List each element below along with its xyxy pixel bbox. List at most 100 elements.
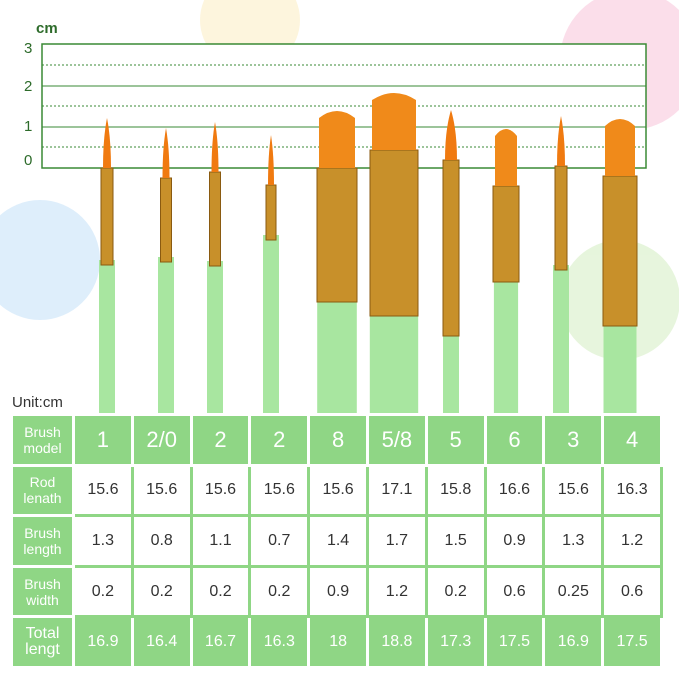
table-cell: 0.6 [483,564,546,619]
table-cell: 0.25 [542,564,605,619]
table-cell: 17.1 [365,463,428,518]
brush-tip [162,128,170,178]
table-cell: 17.5 [601,615,663,669]
table-cell: 3 [542,413,605,467]
brush-tip [495,129,517,186]
table-row: Total lengt 16.9 16.4 16.7 16.3 18 18.8 17.3 17.… [10,615,663,669]
brush-handle [207,261,223,415]
table-cell: 1.1 [189,514,252,568]
table-cell: 1.3 [542,514,605,568]
table-cell: 1.2 [601,514,663,568]
ruler-label: 0 [24,152,33,169]
brush-handle [553,265,569,415]
table-cell: 17.3 [424,615,487,669]
brush-handle [317,297,357,415]
table-row: Brush width 0.2 0.2 0.2 0.2 0.9 1.2 0.2 0.6 0.25 0… [10,564,663,619]
table-cell: 5/8 [365,413,428,467]
brush-handle [99,260,115,415]
brush-ferrule [100,167,114,266]
row-header: Total lengt [10,615,75,669]
table-cell: 16.4 [130,615,193,669]
ruler-unit: cm [36,20,58,37]
brush-ferrule [316,167,358,303]
table-cell: 1.2 [365,564,428,619]
table-cell: 2 [248,413,311,467]
table-cell: 17.5 [483,615,546,669]
brush-handle [263,235,279,415]
spec-table: Brush model 1 2/0 2 2 8 5/8 5 6 3 4 Rod lenath 15.6 1… [10,413,663,669]
brush-tip [445,110,457,160]
table-cell: 0.6 [601,564,663,619]
table-cell: 6 [483,413,546,467]
table-cell: 0.2 [189,564,252,619]
brushes [99,93,638,415]
ruler-label: 3 [24,40,33,57]
table-cell: 1.7 [365,514,428,568]
table-row: Brush length 1.3 0.8 1.1 0.7 1.4 1.7 1.5 0.9 1.3 1… [10,514,663,568]
unit-note: Unit:cm [12,394,63,411]
table-cell: 0.9 [483,514,546,568]
table-cell: 18 [307,615,369,669]
table-cell: 1.4 [307,514,369,568]
brush-tip [268,135,274,185]
table-cell: 16.3 [248,615,311,669]
brush-tip [557,116,565,166]
brush-handle [158,257,174,415]
table-cell: 16.6 [483,463,546,518]
brush-handle [493,277,519,415]
ruler-label: 2 [24,78,33,95]
brush-ferrule [492,185,520,283]
brush-ferrule [209,171,221,267]
table-cell: 16.9 [72,615,134,669]
table-cell: 15.6 [189,463,252,518]
brush-ferrule [369,149,419,317]
brush-handle [443,331,459,415]
brush-tip [372,93,416,150]
table-cell: 0.2 [424,564,487,619]
ruler-label: 1 [24,118,33,135]
table-cell: 1.5 [424,514,487,568]
table-cell: 15.6 [130,463,193,518]
table-cell: 15.6 [542,463,605,518]
table-cell: 1.3 [72,514,134,568]
table-cell: 2/0 [130,413,193,467]
row-header: Brush model [10,413,75,467]
table-cell: 5 [424,413,487,467]
table-cell: 0.8 [130,514,193,568]
brush-ferrule [442,159,460,337]
table-cell: 15.8 [424,463,487,518]
table-cell: 16.7 [189,615,252,669]
brush-tip [319,111,355,168]
brush-tip [103,118,111,168]
row-header: Brush length [10,514,75,568]
brush-ferrule [265,184,277,241]
table-cell: 0.2 [130,564,193,619]
table-cell: 0.2 [72,564,134,619]
table-cell: 15.6 [72,463,134,518]
brush-ferrule [602,175,638,327]
brush-handle [603,321,637,415]
brush-handle [369,311,419,415]
table-cell: 0.7 [248,514,311,568]
brush-ferrule [554,165,568,271]
table-cell: 2 [189,413,252,467]
table-cell: 8 [307,413,369,467]
row-header: Brush width [10,564,75,619]
table-cell: 0.9 [307,564,369,619]
row-header: Rod lenath [10,463,75,518]
table-cell: 16.3 [601,463,663,518]
table-cell: 4 [601,413,663,467]
table-row: Brush model 1 2/0 2 2 8 5/8 5 6 3 4 [10,413,663,467]
brush-ferrule [160,177,172,263]
table-cell: 1 [72,413,134,467]
table-cell: 0.2 [248,564,311,619]
table-cell: 15.6 [248,463,311,518]
table-cell: 18.8 [365,615,428,669]
brush-tip [211,122,219,172]
table-row: Rod lenath 15.6 15.6 15.6 15.6 15.6 17.1 15.8 16… [10,463,663,518]
table-cell: 15.6 [307,463,369,518]
brush-tip [605,119,635,176]
table-cell: 16.9 [542,615,605,669]
